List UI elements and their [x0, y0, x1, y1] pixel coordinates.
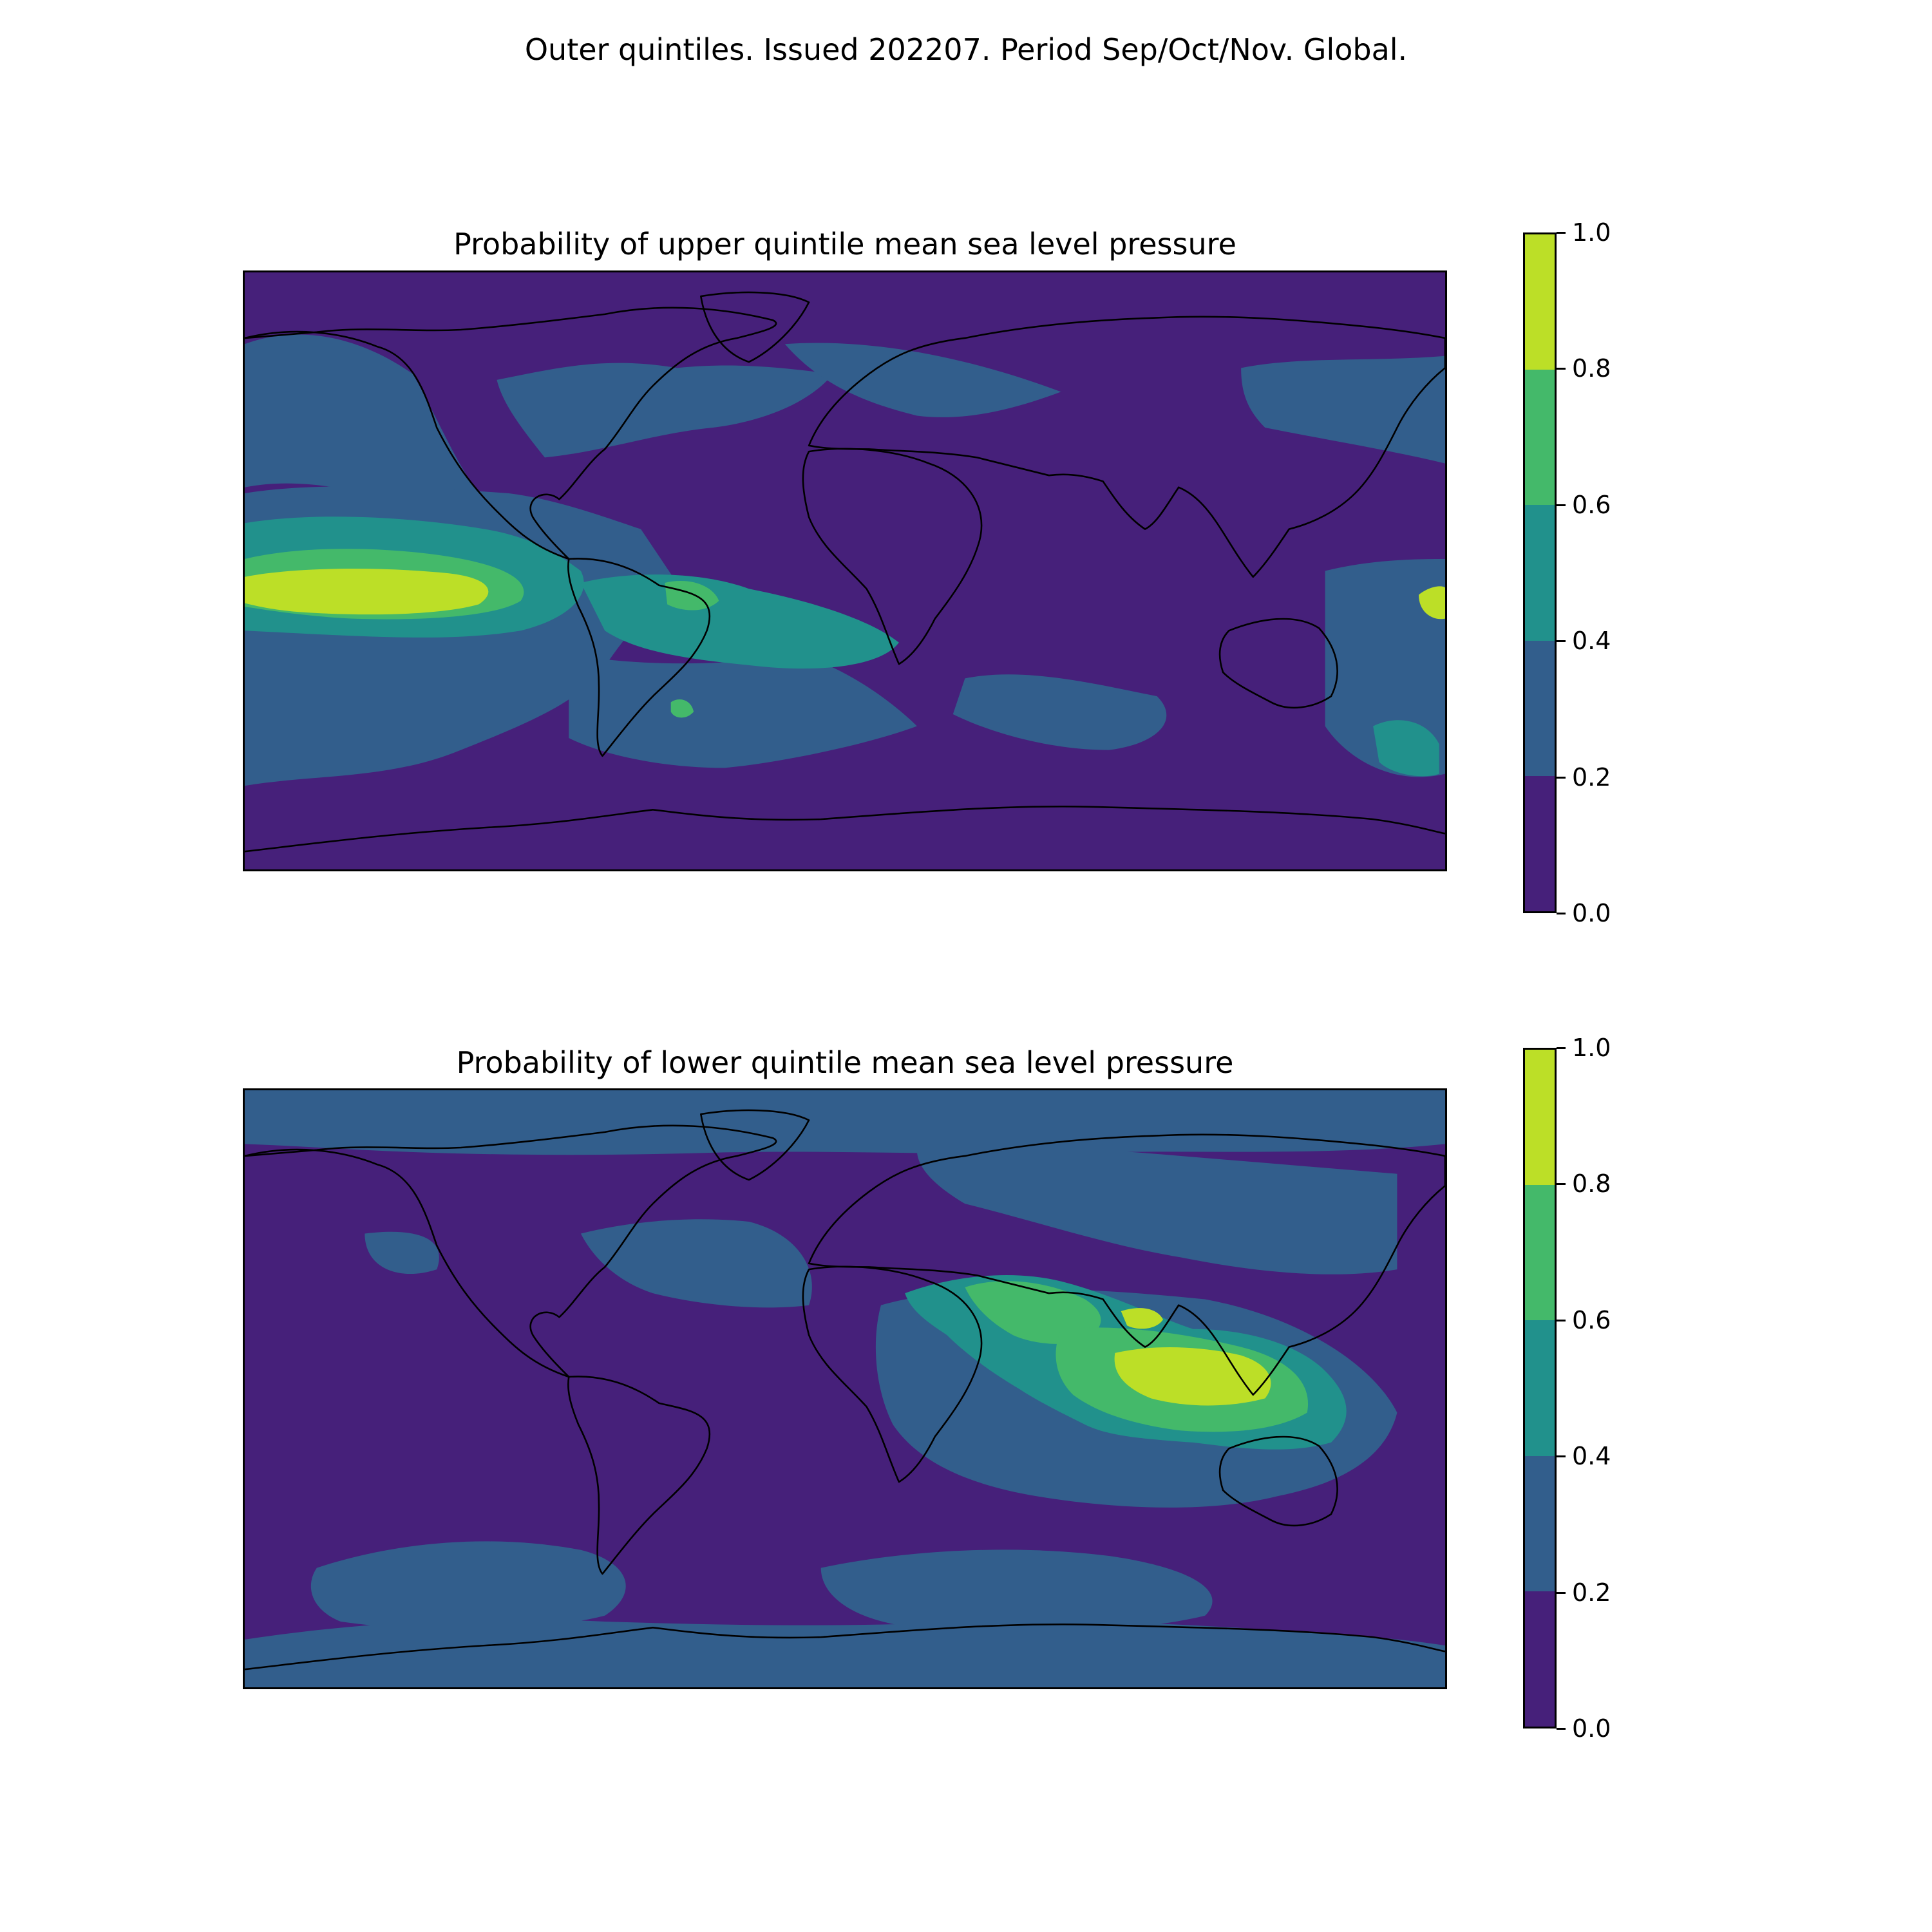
- coast-greenland: [700, 1109, 810, 1181]
- tick-label: 0.4: [1572, 1442, 1611, 1471]
- region-eurasia-siberia: [916, 1147, 1397, 1274]
- coast-south-america: [567, 558, 711, 757]
- coast-north-america: [245, 307, 777, 560]
- colorbar-segment: [1525, 234, 1555, 370]
- tick-label: 0.6: [1572, 490, 1611, 519]
- coast-australia: [1218, 618, 1338, 709]
- region-south-atlantic-ocean: [310, 1541, 626, 1630]
- tick-mark: [1557, 1183, 1566, 1186]
- colorbar-lower: [1523, 1048, 1557, 1728]
- coastlines: [245, 1109, 1445, 1671]
- coast-africa: [802, 1265, 983, 1483]
- colorbar-segment: [1525, 1455, 1555, 1591]
- colorbar-upper: [1523, 232, 1557, 913]
- map-lower-svg: [245, 1090, 1445, 1687]
- coast-greenland: [700, 291, 810, 363]
- figure-suptitle: Outer quintiles. Issued 202207. Period S…: [524, 32, 1408, 67]
- region-far-west-pacific-core: [1418, 586, 1445, 620]
- region-eurasia: [784, 343, 1061, 417]
- region-indian-ocean: [952, 674, 1167, 750]
- region-pacific-patch: [365, 1231, 439, 1274]
- colorbar-segment: [1525, 1591, 1555, 1727]
- tick-label: 0.2: [1572, 762, 1611, 791]
- coast-africa: [802, 448, 983, 665]
- region-tasman: [1325, 558, 1445, 777]
- tick-mark: [1557, 1591, 1566, 1594]
- tick-label: 1.0: [1572, 1034, 1611, 1062]
- region-antarctic-coast: [245, 1619, 1445, 1687]
- colorbar-segment: [1525, 369, 1555, 506]
- coast-antarctica: [245, 805, 1445, 853]
- region-north-pacific: [245, 334, 485, 506]
- tick-mark: [1557, 1047, 1566, 1049]
- tick-label: 0.4: [1572, 627, 1611, 656]
- panel-upper-title: Probability of upper quintile mean sea l…: [453, 227, 1236, 261]
- region-central-pacific-core: [245, 569, 489, 615]
- map-upper-svg: [245, 272, 1445, 869]
- map-upper-quintile: [243, 270, 1447, 871]
- tick-label: 0.8: [1572, 1170, 1611, 1198]
- region-indochina-patch: [1121, 1308, 1163, 1329]
- region-south-pacific-ocean: [820, 1549, 1213, 1631]
- coast-antarctica: [245, 1623, 1445, 1671]
- tick-mark: [1557, 1319, 1566, 1321]
- region-indonesia-core: [1114, 1347, 1271, 1406]
- region-arctic-band: [245, 1090, 1445, 1155]
- tick-mark: [1557, 368, 1566, 370]
- coast-eurasia: [808, 316, 1445, 578]
- coast-australia: [1218, 1435, 1338, 1527]
- colorbar-segment: [1525, 1050, 1555, 1186]
- region-north-atlantic-sahara: [580, 1219, 812, 1308]
- tick-label: 0.0: [1572, 1714, 1611, 1743]
- coast-south-america: [567, 1376, 711, 1575]
- colorbar-segment: [1525, 1320, 1555, 1456]
- tick-label: 0.8: [1572, 354, 1611, 383]
- region-south-atlantic: [569, 654, 917, 768]
- colorbar-segment: [1525, 640, 1555, 776]
- colorbar-segment: [1525, 504, 1555, 641]
- region-india-bay-of-bengal: [965, 1281, 1101, 1344]
- colorbar-segment: [1525, 775, 1555, 911]
- region-argentina-patch: [670, 699, 694, 718]
- tick-mark: [1557, 776, 1566, 779]
- tick-mark: [1557, 504, 1566, 506]
- tick-mark: [1557, 913, 1566, 914]
- region-west-pacific: [1241, 355, 1445, 464]
- tick-label: 0.2: [1572, 1578, 1611, 1607]
- region-south-america-atlantic: [580, 574, 899, 669]
- tick-mark: [1557, 1728, 1566, 1730]
- region-new-zealand: [1373, 720, 1439, 777]
- coast-north-america: [245, 1124, 777, 1378]
- region-north-atlantic: [497, 363, 833, 458]
- tick-label: 0.0: [1572, 899, 1611, 927]
- colorbar-segment: [1525, 1184, 1555, 1321]
- coast-eurasia: [808, 1133, 1445, 1396]
- tick-label: 0.6: [1572, 1305, 1611, 1334]
- coastlines: [245, 291, 1445, 853]
- panel-lower-title: Probability of lower quintile mean sea l…: [456, 1045, 1234, 1080]
- tick-label: 1.0: [1572, 218, 1611, 247]
- tick-mark: [1557, 640, 1566, 643]
- tick-mark: [1557, 1455, 1566, 1458]
- map-lower-quintile: [243, 1088, 1447, 1689]
- tick-mark: [1557, 232, 1566, 234]
